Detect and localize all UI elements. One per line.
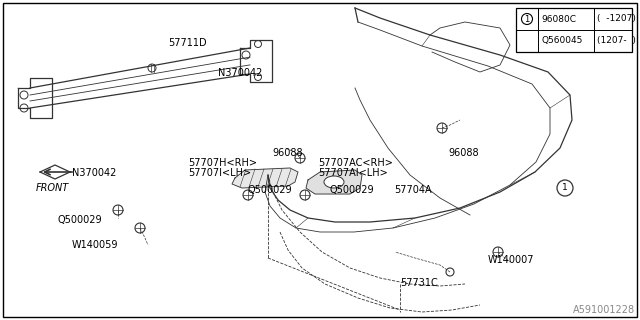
Text: Q500029: Q500029 <box>248 185 292 195</box>
Text: 96088: 96088 <box>448 148 479 158</box>
Text: 57707AC<RH>: 57707AC<RH> <box>318 158 393 168</box>
Ellipse shape <box>324 176 344 188</box>
Text: 96088: 96088 <box>272 148 303 158</box>
Circle shape <box>243 190 253 200</box>
Text: 57731C: 57731C <box>400 278 438 288</box>
Text: W140007: W140007 <box>488 255 534 265</box>
Text: 57704A: 57704A <box>394 185 431 195</box>
Text: Q500029: Q500029 <box>330 185 374 195</box>
Circle shape <box>446 268 454 276</box>
Text: 57707I<LH>: 57707I<LH> <box>188 168 251 178</box>
Circle shape <box>295 153 305 163</box>
Text: N370042: N370042 <box>218 68 262 78</box>
Text: A591001228: A591001228 <box>573 305 635 315</box>
Circle shape <box>135 223 145 233</box>
Text: (  -1207): ( -1207) <box>597 14 636 23</box>
Circle shape <box>522 13 532 25</box>
Text: 1: 1 <box>562 183 568 193</box>
Text: W140059: W140059 <box>72 240 118 250</box>
Circle shape <box>557 180 573 196</box>
Text: 96080C: 96080C <box>541 14 576 23</box>
Bar <box>516 8 632 52</box>
Text: 57707H<RH>: 57707H<RH> <box>188 158 257 168</box>
Text: 57711D: 57711D <box>168 38 207 48</box>
Circle shape <box>113 205 123 215</box>
Text: N370042: N370042 <box>72 168 116 178</box>
Circle shape <box>300 190 310 200</box>
Text: 57707AI<LH>: 57707AI<LH> <box>318 168 388 178</box>
Text: Q560045: Q560045 <box>541 36 582 45</box>
Text: (1207-  ): (1207- ) <box>597 36 636 45</box>
Polygon shape <box>306 170 362 194</box>
Circle shape <box>493 247 503 257</box>
Polygon shape <box>232 168 298 188</box>
Text: FRONT: FRONT <box>35 183 68 193</box>
Circle shape <box>437 123 447 133</box>
Text: Q500029: Q500029 <box>58 215 102 225</box>
Text: 1: 1 <box>524 14 530 23</box>
